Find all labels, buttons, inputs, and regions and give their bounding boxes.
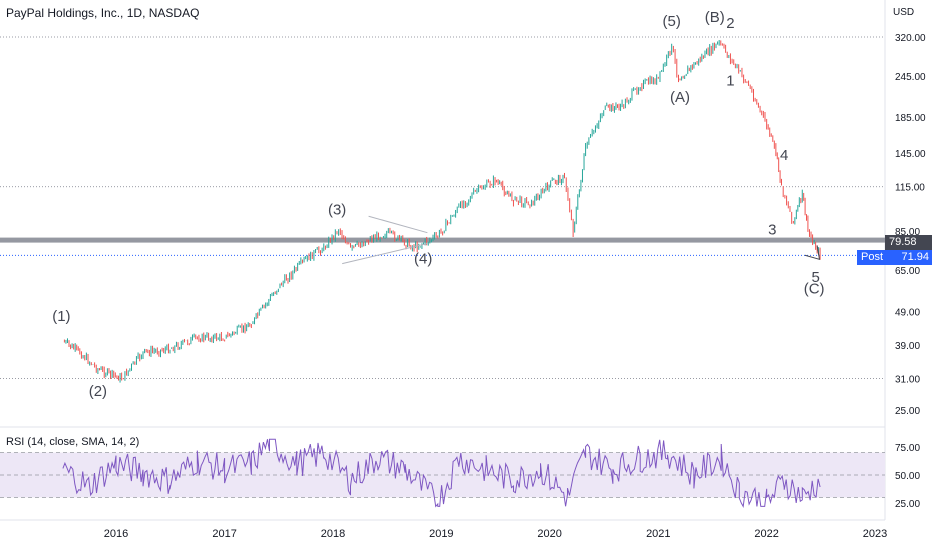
wave-label: (A) [670, 89, 690, 106]
time-tick-label: 2016 [104, 528, 128, 540]
price-tick-label: 185.00 [895, 113, 926, 124]
wave-label: (C) [804, 280, 825, 297]
post-label: Post [861, 251, 884, 263]
wave-label: 5 [811, 269, 819, 286]
time-tick-label: 2021 [646, 528, 670, 540]
price-tick-label: 320.00 [895, 33, 926, 44]
price-tick-label: 85.00 [895, 227, 920, 238]
last-price-tag: 79.58 [885, 235, 932, 250]
rsi-indicator-label[interactable]: RSI (14, close, SMA, 14, 2) [6, 436, 140, 448]
rsi-panel [0, 438, 885, 508]
rsi-tick-label: 50.00 [895, 471, 920, 482]
support-level-line [0, 237, 885, 243]
wave-label: 2 [726, 15, 734, 32]
wave-label: 1 [726, 72, 734, 89]
time-tick-label: 2020 [537, 528, 561, 540]
currency-label: USD [893, 7, 915, 18]
price-tick-label: 31.00 [895, 375, 920, 386]
wave-label: (1) [52, 308, 70, 325]
time-tick-label: 2022 [754, 528, 778, 540]
price-tick-label: 39.00 [895, 341, 920, 352]
post-market-tag: Post 71.94 [857, 250, 932, 265]
price-tick-label: 49.00 [895, 308, 920, 319]
wave-label: (5) [662, 13, 680, 30]
price-tick-label: 65.00 [895, 266, 920, 277]
wave-label: (3) [328, 202, 346, 219]
chart-title: PayPal Holdings, Inc., 1D, NASDAQ [6, 6, 200, 20]
price-tick-label: 145.00 [895, 149, 926, 160]
wave-label: 3 [768, 221, 776, 238]
rsi-tick-label: 75.00 [895, 443, 920, 454]
wave-label: (2) [89, 383, 107, 400]
triangle-lower-line [342, 243, 428, 265]
time-tick-label: 2019 [429, 528, 453, 540]
triangle-pattern [342, 215, 821, 265]
price-tick-label: 115.00 [895, 183, 925, 194]
post-value: 71.94 [901, 251, 929, 263]
time-tick-label: 2023 [863, 528, 887, 540]
grid-lines [0, 0, 886, 521]
wave-labels: (1) (2) (3) (4) (5) (A) (B) 2 1 4 3 5(C) [52, 9, 824, 400]
rsi-line [62, 438, 821, 508]
time-tick-label: 2017 [212, 528, 236, 540]
wave-label: (4) [414, 251, 432, 268]
price-tick-label: 25.00 [895, 406, 920, 417]
price-series [63, 39, 821, 383]
wave-label: (B) [705, 9, 725, 26]
rsi-tick-label: 25.00 [895, 499, 920, 510]
triangle-upper-line [368, 215, 428, 234]
axis-labels: 320.00 245.00 185.00 145.00 115.00 85.00 65.00… [104, 33, 926, 540]
wave-label: 4 [780, 147, 788, 164]
wave-c-wedge [804, 245, 821, 261]
time-tick-label: 2018 [321, 528, 345, 540]
price-tick-label: 245.00 [895, 72, 926, 83]
